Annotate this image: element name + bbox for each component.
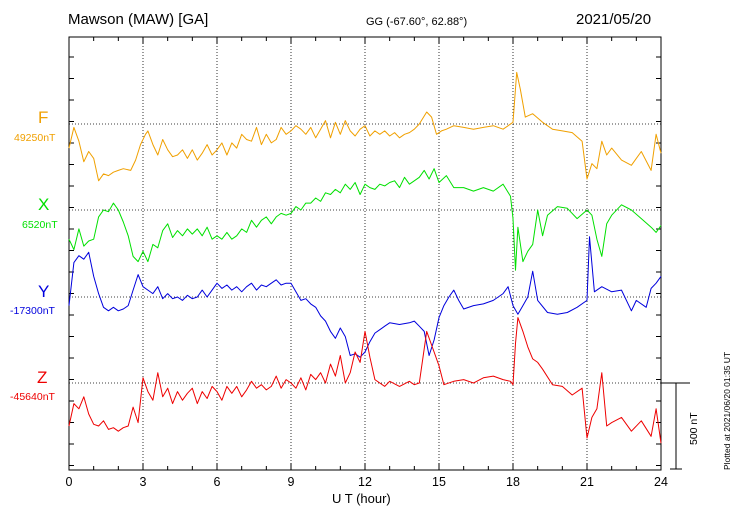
series-line-z [68, 317, 662, 444]
station-coordinates: GG (-67.60°, 62.88°) [366, 16, 468, 28]
component-label-y: Y [38, 282, 50, 301]
x-tick-label-12: 12 [358, 475, 372, 489]
series-line-y [68, 236, 662, 358]
component-label-f: F [38, 108, 49, 127]
chart-date: 2021/05/20 [576, 11, 652, 28]
x-tick-label-3: 3 [140, 475, 147, 489]
component-label-z: Z [37, 368, 48, 387]
series-line-x [68, 168, 662, 271]
x-tick-label-24: 24 [654, 475, 668, 489]
x-tick-label-15: 15 [432, 475, 446, 489]
chart-title: Mawson (MAW) [GA] [68, 11, 209, 28]
x-tick-label-18: 18 [506, 475, 520, 489]
baseline-label-y: -17300nT [10, 305, 55, 317]
x-tick-label-6: 6 [214, 475, 221, 489]
x-tick-label-9: 9 [288, 475, 295, 489]
series-line-f [68, 71, 662, 182]
baseline-label-f: 49250nT [14, 132, 56, 144]
x-axis-label: U T (hour) [332, 491, 391, 506]
component-label-x: X [38, 195, 50, 214]
baseline-label-z: -45640nT [10, 391, 55, 403]
baseline-label-x: 6520nT [22, 219, 58, 231]
x-tick-label-0: 0 [66, 475, 73, 489]
x-tick-label-21: 21 [580, 475, 594, 489]
